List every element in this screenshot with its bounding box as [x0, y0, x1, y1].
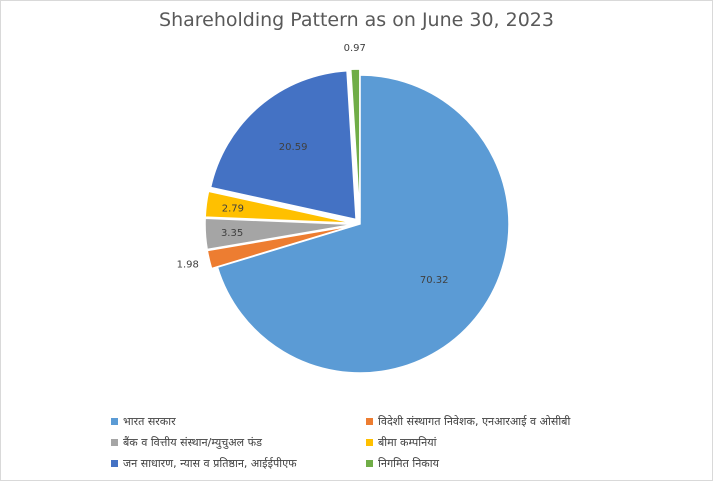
pie-slice-5 — [209, 69, 357, 221]
legend-item-2: विदेशी संस्थागत निवेशक, एनआरआई व ओसीबी — [366, 414, 570, 429]
data-label-4: 2.79 — [222, 204, 244, 215]
data-label-3: 3.35 — [221, 228, 243, 239]
legend-swatch — [366, 418, 373, 425]
legend-swatch — [111, 439, 118, 446]
legend-item-5: जन साधारण, न्यास व प्रतिष्ठान, आईईपीएफ — [111, 456, 297, 471]
pie-slice-6 — [349, 68, 361, 219]
legend-swatch — [366, 439, 373, 446]
data-label-1: 70.32 — [420, 275, 449, 286]
pie-slice-3 — [204, 217, 355, 251]
legend-label: बैंक व वित्तीय संस्थान/म्युचुअल फंड — [123, 436, 262, 449]
pie-slice-4 — [204, 190, 355, 224]
pie-slice-2 — [206, 224, 355, 270]
pie-slice-1 — [216, 74, 510, 374]
legend-item-3: बैंक व वित्तीय संस्थान/म्युचुअल फंड — [111, 435, 262, 450]
legend-swatch — [366, 460, 373, 467]
legend-label: विदेशी संस्थागत निवेशक, एनआरआई व ओसीबी — [378, 415, 571, 428]
legend-item-4: बीमा कम्पनियां — [366, 435, 436, 450]
legend-item-6: निगमित निकाय — [366, 456, 439, 471]
legend-label: बीमा कम्पनियां — [378, 436, 437, 449]
data-label-2: 1.98 — [177, 260, 199, 271]
data-label-5: 20.59 — [279, 142, 308, 153]
legend-label: भारत सरकार — [123, 415, 176, 428]
legend-swatch — [111, 460, 118, 467]
legend-item-1: भारत सरकार — [111, 414, 176, 429]
chart-title: Shareholding Pattern as on June 30, 2023 — [159, 9, 554, 31]
legend-label: जन साधारण, न्यास व प्रतिष्ठान, आईईपीएफ — [123, 457, 297, 470]
legend-label: निगमित निकाय — [378, 457, 439, 470]
legend-swatch — [111, 418, 118, 425]
data-label-6: 0.97 — [344, 43, 366, 54]
